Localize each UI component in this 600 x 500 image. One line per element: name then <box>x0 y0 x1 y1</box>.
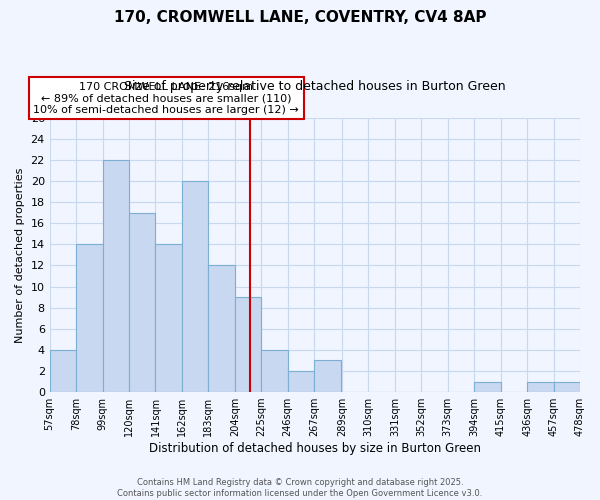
Bar <box>129 212 155 392</box>
Bar <box>50 350 76 392</box>
Bar <box>554 382 580 392</box>
Bar <box>208 266 235 392</box>
Text: 170, CROMWELL LANE, COVENTRY, CV4 8AP: 170, CROMWELL LANE, COVENTRY, CV4 8AP <box>114 10 486 25</box>
Bar <box>235 297 261 392</box>
Bar <box>474 382 500 392</box>
Bar <box>103 160 129 392</box>
Bar <box>155 244 182 392</box>
X-axis label: Distribution of detached houses by size in Burton Green: Distribution of detached houses by size … <box>149 442 481 455</box>
Text: 170 CROMWELL LANE: 216sqm
← 89% of detached houses are smaller (110)
10% of semi: 170 CROMWELL LANE: 216sqm ← 89% of detac… <box>34 82 299 115</box>
Bar <box>261 350 288 392</box>
Title: Size of property relative to detached houses in Burton Green: Size of property relative to detached ho… <box>124 80 506 93</box>
Bar <box>314 360 341 392</box>
Bar <box>288 371 314 392</box>
Y-axis label: Number of detached properties: Number of detached properties <box>15 167 25 342</box>
Text: Contains HM Land Registry data © Crown copyright and database right 2025.
Contai: Contains HM Land Registry data © Crown c… <box>118 478 482 498</box>
Bar <box>76 244 103 392</box>
Bar <box>527 382 554 392</box>
Bar <box>182 181 208 392</box>
